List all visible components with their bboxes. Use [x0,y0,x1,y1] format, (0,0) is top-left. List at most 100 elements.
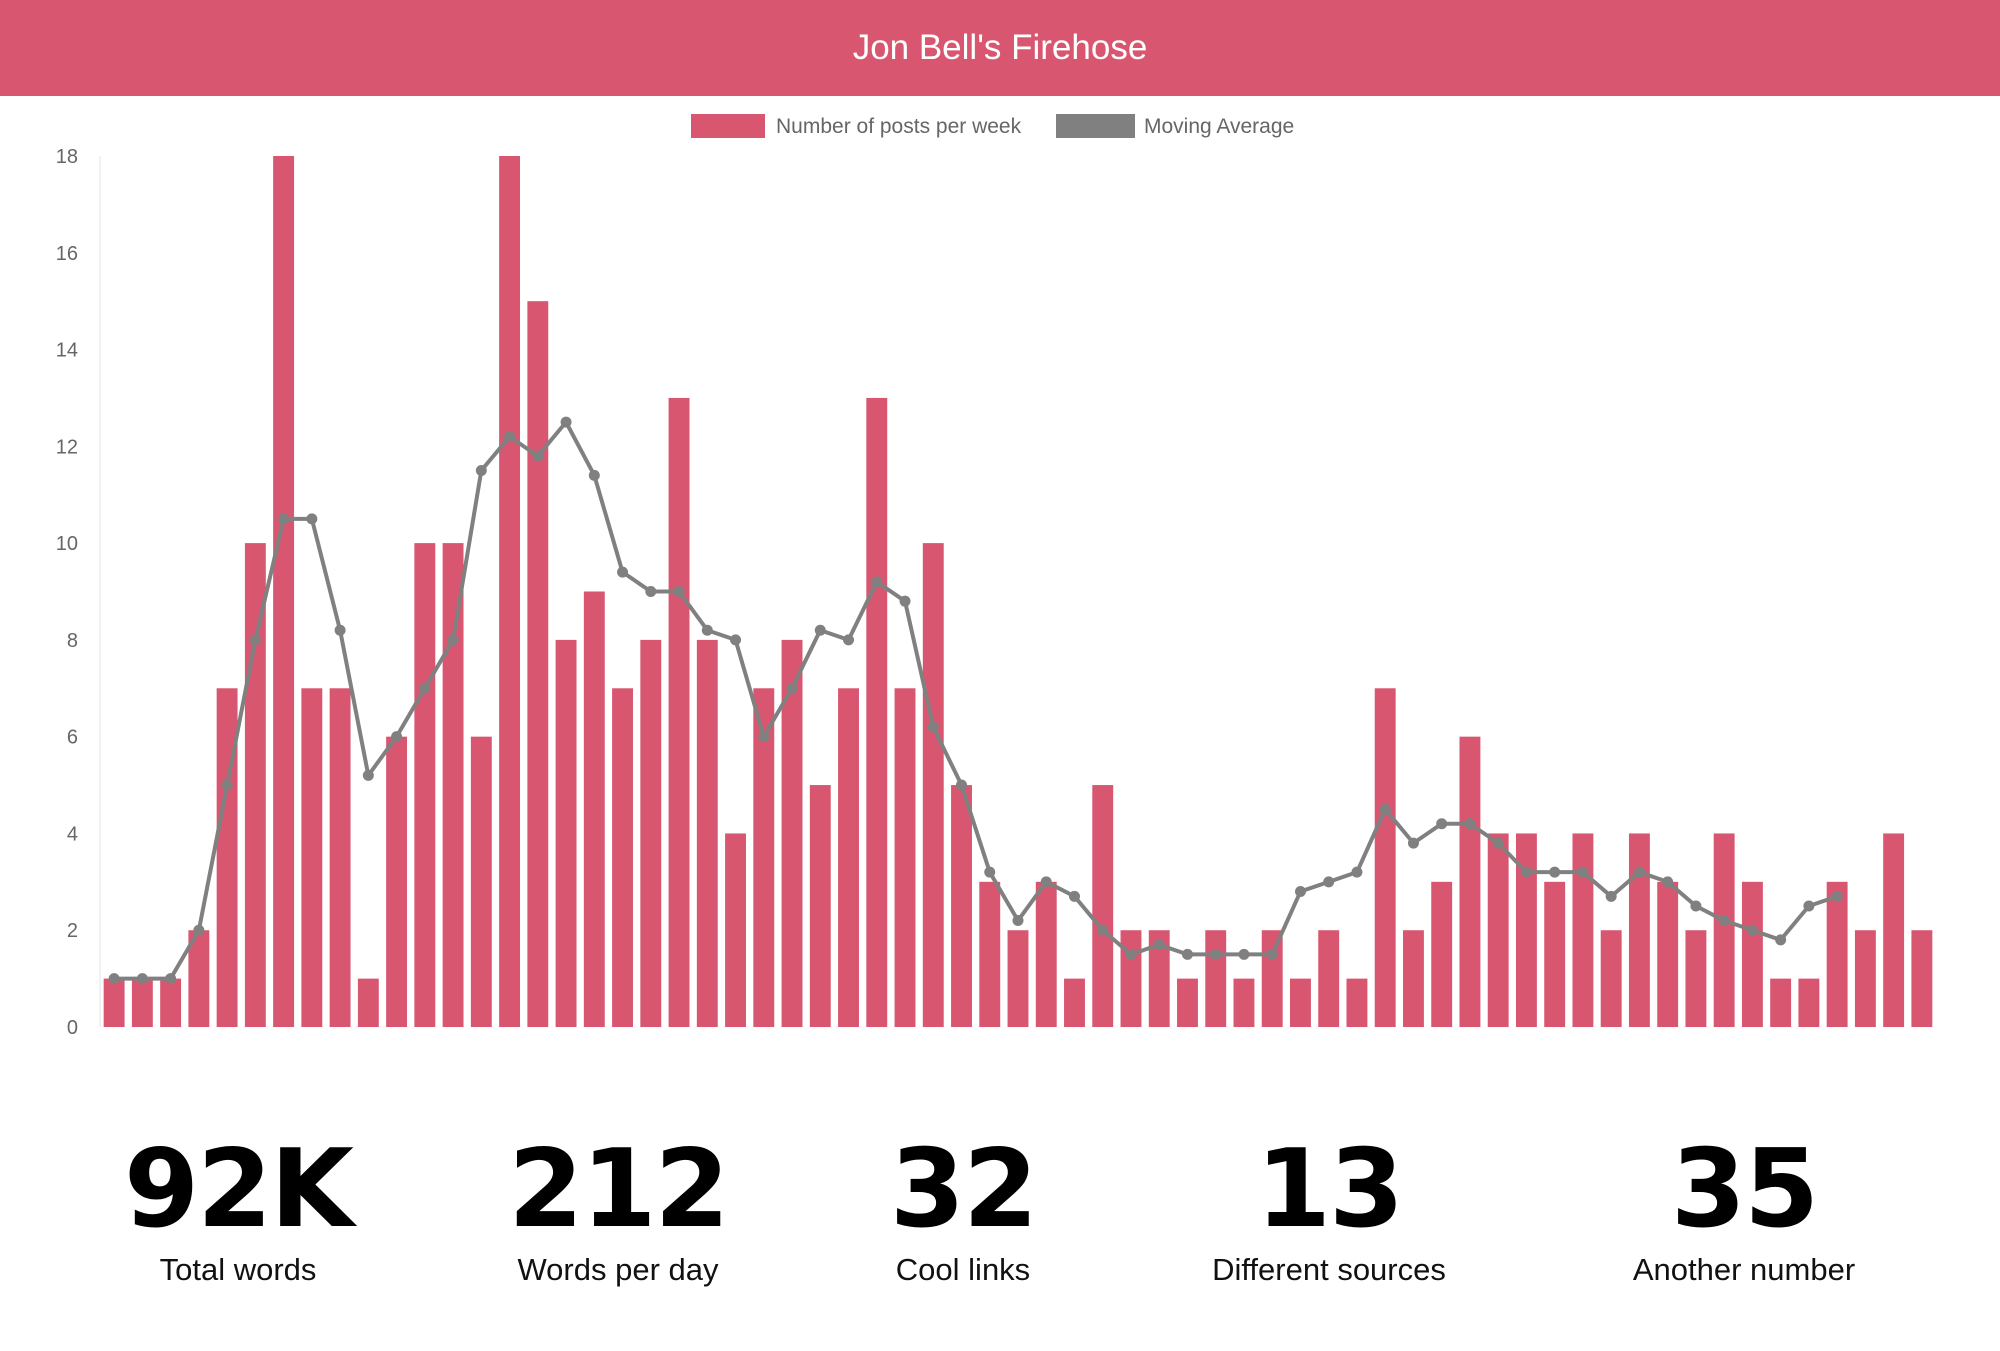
bar [1375,688,1396,1027]
moving-average-point [984,867,995,878]
bar [895,688,916,1027]
moving-average-point [363,770,374,781]
bar [1205,930,1226,1027]
bar [1092,785,1113,1027]
bar [866,398,887,1027]
bar [1318,930,1339,1027]
bar [725,833,746,1027]
moving-average-point [1464,818,1475,829]
legend-label-moving-average: Moving Average [1144,115,1294,138]
bar [838,688,859,1027]
bar [1855,930,1876,1027]
moving-average-point [250,634,261,645]
bar [443,543,464,1027]
moving-average-point [1295,886,1306,897]
bar [640,640,661,1027]
bar [1742,882,1763,1027]
moving-average-point [1606,891,1617,902]
legend-swatch-moving-average [1056,114,1135,138]
moving-average-point [1323,876,1334,887]
stat-value: 212 [438,1130,798,1250]
bar [1036,882,1057,1027]
bar [697,640,718,1027]
moving-average-point [702,625,713,636]
moving-average-point [137,973,148,984]
y-tick-label: 8 [67,630,78,652]
bar [527,301,548,1027]
moving-average-point [928,721,939,732]
stat-different-sources: 13 Different sources [1149,1130,1509,1290]
y-tick-label: 16 [56,243,78,265]
moving-average-point [1719,915,1730,926]
bar [358,979,379,1027]
page-title: Jon Bell's Firehose [853,28,1148,68]
stat-words-per-day: 212 Words per day [438,1130,798,1290]
moving-average-point [758,731,769,742]
bar [386,737,407,1027]
moving-average-point [1634,867,1645,878]
y-tick-label: 12 [56,436,78,458]
moving-average-point [306,513,317,524]
moving-average-point [391,731,402,742]
bar [104,979,125,1027]
bar [669,398,690,1027]
bar [1629,833,1650,1027]
moving-average-point [1436,818,1447,829]
moving-average-point [1097,925,1108,936]
stat-total-words: 92K Total words [58,1130,418,1290]
bar [330,688,351,1027]
moving-average-point [278,513,289,524]
bar [1883,833,1904,1027]
bar [1177,979,1198,1027]
moving-average-point [1747,925,1758,936]
moving-average-point [419,683,430,694]
moving-average-point [787,683,798,694]
stat-value: 13 [1149,1130,1509,1250]
moving-average-point [504,431,515,442]
stat-label: Different sources [1149,1250,1509,1290]
bar [160,979,181,1027]
moving-average-point [871,576,882,587]
bar [414,543,435,1027]
moving-average-point [589,470,600,481]
bar [556,640,577,1027]
moving-average-point [1803,901,1814,912]
moving-average-point [193,925,204,936]
stat-label: Another number [1564,1250,1924,1290]
y-tick-label: 0 [67,1017,78,1039]
moving-average-point [1549,867,1560,878]
bar [584,592,605,1028]
moving-average-point [1125,949,1136,960]
moving-average-point [1238,949,1249,960]
moving-average-point [1521,867,1532,878]
bar [1544,882,1565,1027]
moving-average-point [335,625,346,636]
bar [1685,930,1706,1027]
bar [1827,882,1848,1027]
bar [273,156,294,1027]
bar [471,737,492,1027]
bar [1572,833,1593,1027]
moving-average-point [109,973,120,984]
legend-label-posts: Number of posts per week [776,115,1022,138]
moving-average-point [1662,876,1673,887]
moving-average-point [476,465,487,476]
bar [1121,930,1142,1027]
moving-average-point [617,567,628,578]
moving-average-point [956,780,967,791]
header-bar: Jon Bell's Firehose [0,0,2000,96]
y-tick-label: 2 [67,920,78,942]
stats-row: 92K Total words 212 Words per day 32 Coo… [0,1130,2000,1330]
legend-swatch-posts [691,114,765,138]
stat-value: 35 [1564,1130,1924,1250]
stat-cool-links: 32 Cool links [783,1130,1143,1290]
stat-label: Cool links [783,1250,1143,1290]
moving-average-point [1351,867,1362,878]
posts-chart: Number of posts per week Moving Average 0 2… [0,96,2000,1056]
stat-value: 32 [783,1130,1143,1250]
moving-average-point [165,973,176,984]
moving-average-point [1380,804,1391,815]
bar [1657,882,1678,1027]
moving-average-point [1408,838,1419,849]
y-tick-label: 6 [67,727,78,749]
